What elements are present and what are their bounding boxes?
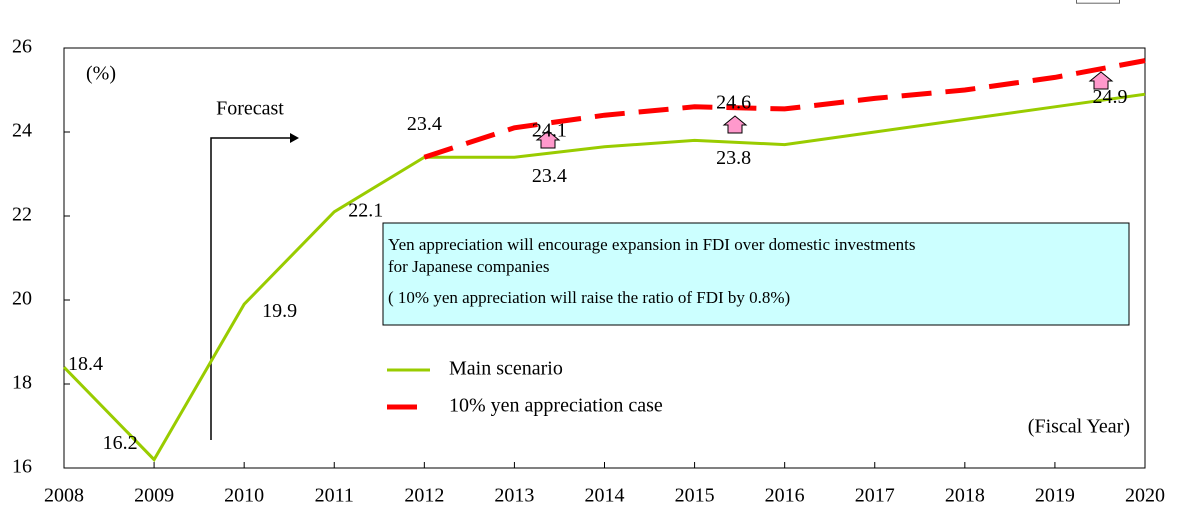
- value-label: 24.6: [716, 91, 751, 113]
- up-arrow: [722, 115, 748, 134]
- forecast-arrow: [210, 137, 290, 440]
- series-line: [62, 92, 1146, 463]
- x-tick-label: 2018: [945, 485, 985, 507]
- series-line: [423, 58, 1146, 160]
- value-label: 18.4: [68, 353, 103, 375]
- note-line: Yen appreciation will encourage expansio…: [388, 235, 916, 254]
- x-tick-label: 2013: [494, 485, 534, 507]
- forecast-label: Forecast: [216, 98, 284, 120]
- value-label: 23.4: [407, 113, 442, 135]
- value-label: 25.7: [1081, 0, 1116, 1]
- x-tick-label: 2017: [855, 485, 895, 507]
- x-tick-label: 2015: [675, 485, 715, 507]
- x-tick-label: 2019: [1035, 485, 1075, 507]
- x-tick-label: 2009: [134, 485, 174, 507]
- value-label: 22.1: [348, 199, 383, 221]
- value-label: 16.2: [103, 432, 138, 454]
- value-label: 24.1: [532, 119, 567, 141]
- legend-label: 10% yen appreciation case: [449, 395, 663, 417]
- x-axis-label: (Fiscal Year): [1028, 416, 1130, 438]
- y-axis-label: (%): [86, 63, 116, 85]
- y-tick-label: 16: [12, 456, 32, 478]
- up-arrow: [1088, 71, 1114, 90]
- x-tick-label: 2012: [404, 485, 444, 507]
- x-tick-label: 2014: [585, 485, 625, 507]
- x-tick-label: 2008: [44, 485, 84, 507]
- y-tick-label: 24: [12, 120, 32, 142]
- note-line: for Japanese companies: [388, 257, 549, 276]
- legend-label: Main scenario: [449, 358, 563, 380]
- value-label: 23.8: [716, 147, 751, 169]
- up-arrows: [535, 71, 1114, 149]
- y-tick-label: 20: [12, 288, 32, 310]
- x-tick-label: 2010: [224, 485, 264, 507]
- x-tick-label: 2016: [765, 485, 805, 507]
- y-tick-label: 22: [12, 204, 32, 226]
- up-arrow: [535, 130, 561, 149]
- x-tick-label: 2020: [1125, 485, 1165, 507]
- forecast-arrowhead: [290, 133, 299, 143]
- note-box: [382, 222, 1130, 326]
- value-label: 24.9: [1093, 86, 1128, 108]
- y-tick-label: 18: [12, 372, 32, 394]
- value-label: 23.4: [532, 165, 567, 187]
- value-label: 19.9: [262, 300, 297, 322]
- x-tick-label: 2011: [315, 485, 354, 507]
- y-tick-label: 26: [12, 36, 32, 58]
- note-line: ( 10% yen appreciation will raise the ra…: [388, 288, 790, 307]
- value-label-box: [1076, 0, 1120, 4]
